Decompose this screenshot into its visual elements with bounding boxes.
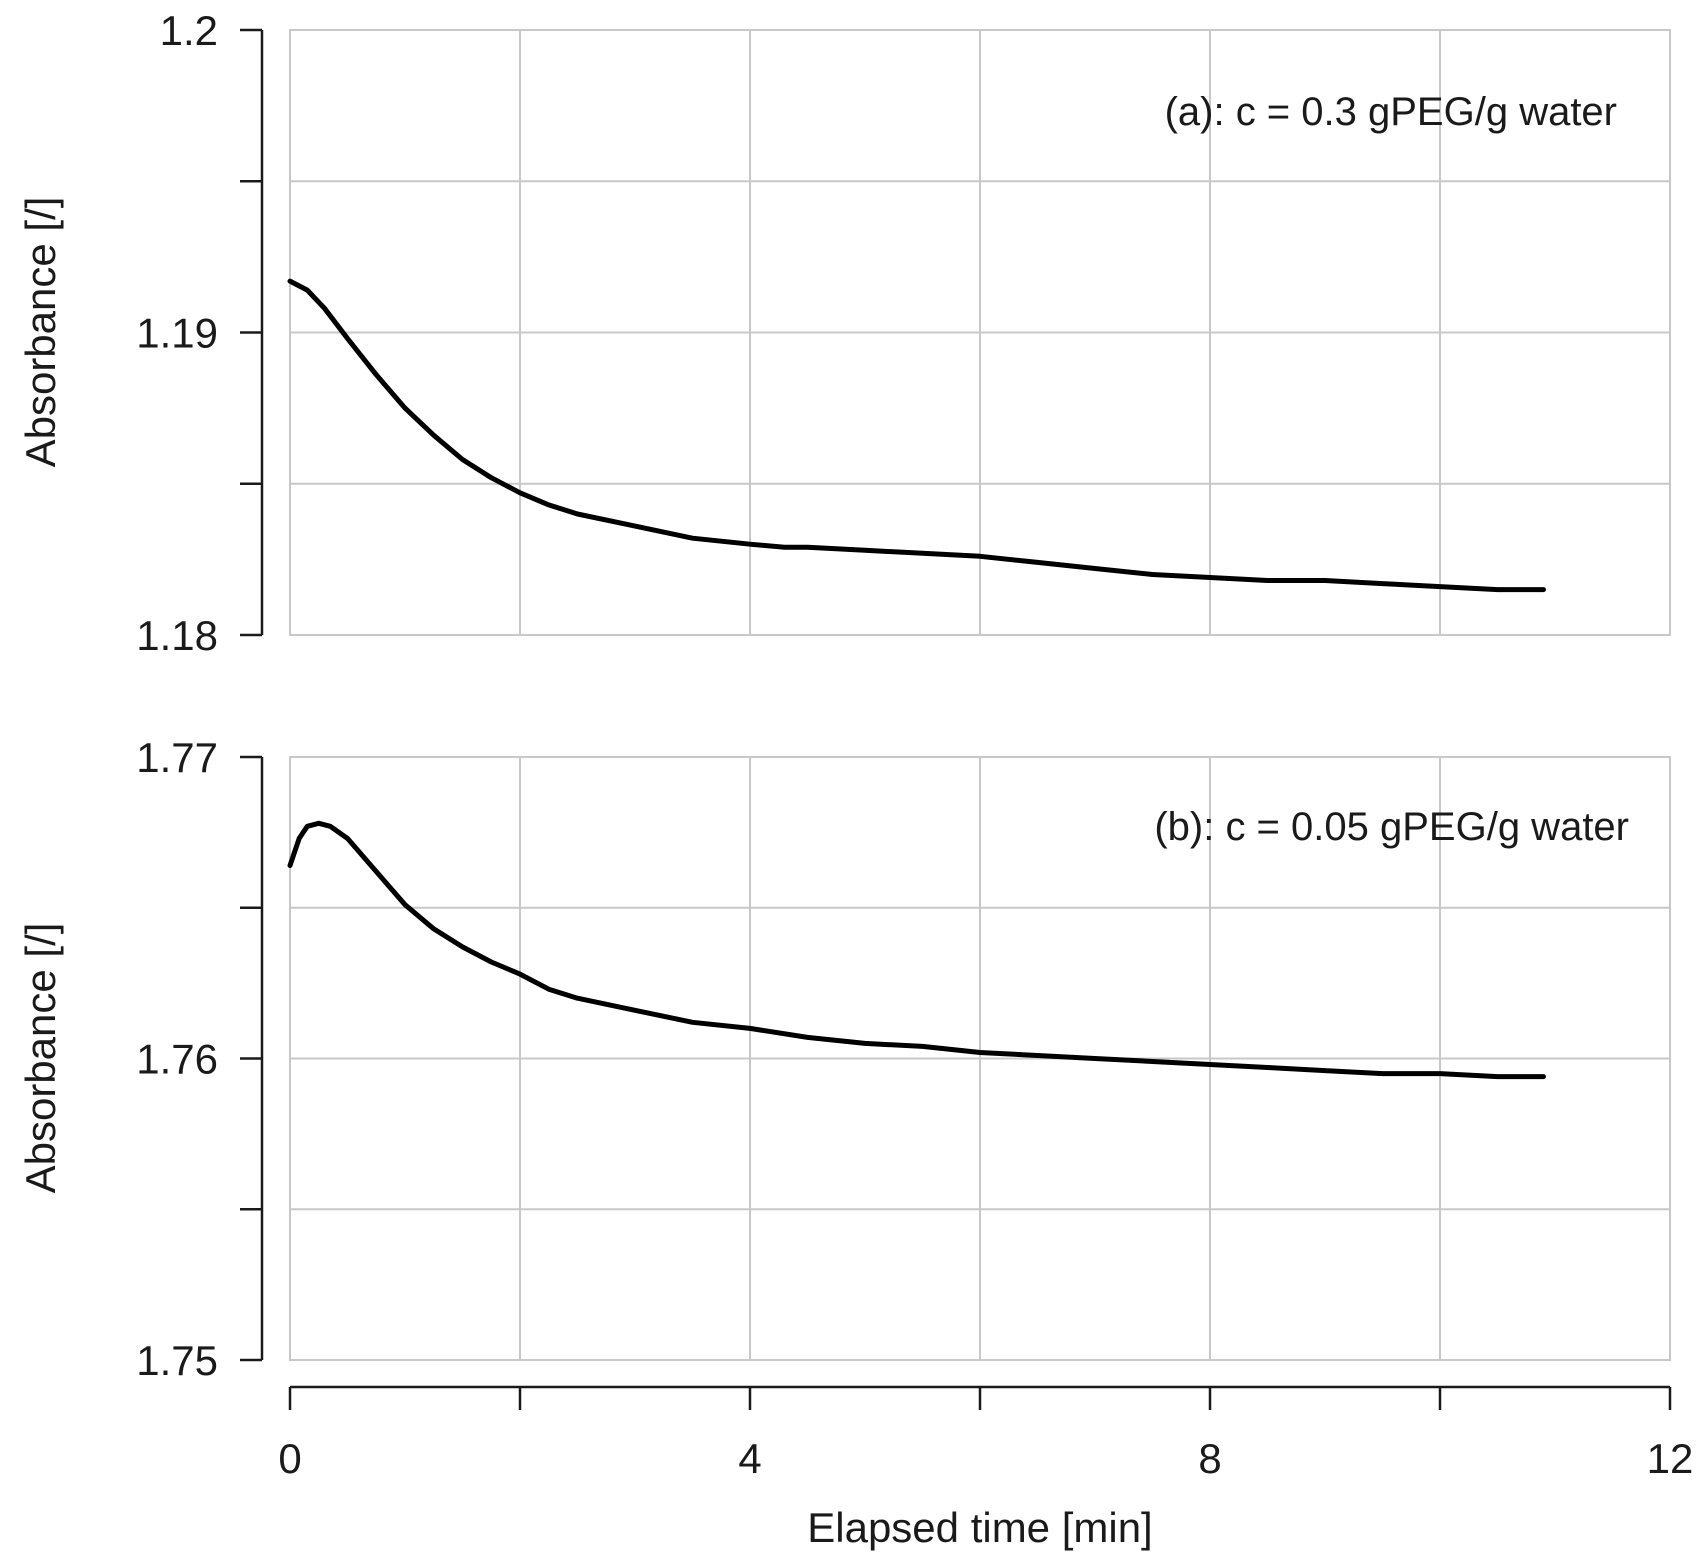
panel-a: 1.18 1.19 1.2 Absorbance [/] (a): c = 0.3 … xyxy=(17,7,1671,659)
x-axis-ticks: 0 4 8 12 xyxy=(278,1387,1693,1482)
x-tick-label: 4 xyxy=(738,1435,761,1482)
x-axis-label: Elapsed time [min] xyxy=(807,1504,1152,1551)
panel-b-y-ticks: 1.75 1.76 1.77 xyxy=(136,734,262,1384)
panel-a-series-line xyxy=(287,278,1546,593)
x-tick-label: 12 xyxy=(1647,1435,1694,1482)
panel-b: 1.75 1.76 1.77 Absorbance [/] (b): c = 0.0… xyxy=(17,734,1671,1384)
y-tick-label: 1.76 xyxy=(136,1036,218,1083)
x-axis: 0 4 8 12 Elapsed time [min] xyxy=(278,1385,1693,1551)
y-tick-label: 1.77 xyxy=(136,734,218,781)
x-tick-label: 8 xyxy=(1198,1435,1221,1482)
panel-b-series-line xyxy=(287,820,1546,1080)
panel-a-annotation: (a): c = 0.3 gPEG/g water xyxy=(1165,90,1617,134)
panel-b-annotation: (b): c = 0.05 gPEG/g water xyxy=(1154,805,1629,849)
panel-a-y-ticks: 1.18 1.19 1.2 xyxy=(136,7,262,659)
y-tick-label: 1.19 xyxy=(136,310,218,357)
panel-b-frame xyxy=(289,756,1671,1361)
panel-a-y-axis-label: Absorbance [/] xyxy=(17,197,64,468)
panel-a-frame xyxy=(289,29,1671,636)
y-tick-label: 1.75 xyxy=(136,1337,218,1384)
panel-b-y-axis-label: Absorbance [/] xyxy=(17,923,64,1194)
x-tick-label: 0 xyxy=(278,1435,301,1482)
y-tick-label: 1.2 xyxy=(160,7,218,54)
y-tick-label: 1.18 xyxy=(136,612,218,659)
